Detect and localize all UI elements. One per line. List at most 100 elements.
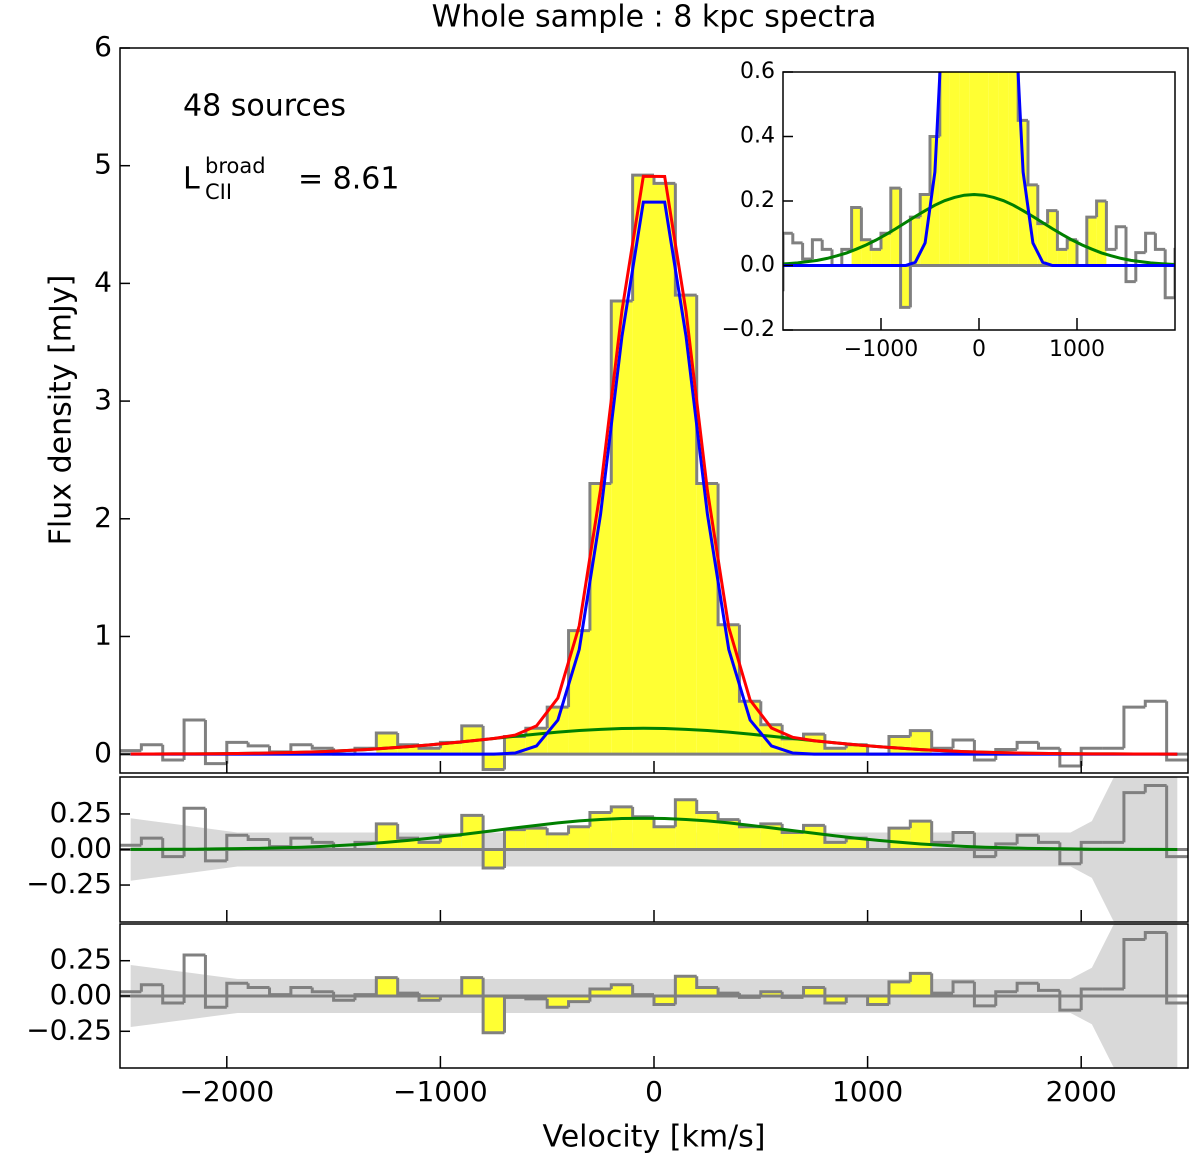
histogram-step — [737, 624, 761, 703]
histogram-step — [1036, 983, 1060, 992]
bar-fill — [760, 823, 783, 850]
bar-fill — [419, 842, 441, 850]
histogram-step — [161, 984, 185, 1005]
histogram-step — [716, 812, 740, 822]
bar-fill — [1047, 210, 1058, 266]
bar-fill — [930, 136, 940, 266]
x-tick-label: −1000 — [393, 1075, 488, 1108]
histogram-step — [1058, 748, 1082, 768]
histogram-step — [994, 747, 1018, 761]
bar-fill — [547, 833, 569, 850]
histogram-step — [396, 732, 420, 747]
plot-area — [783, 72, 1200, 309]
bar-fill — [998, 72, 1009, 266]
y-tick-label: 0 — [94, 736, 112, 769]
histogram-step — [759, 701, 783, 727]
bar-fill — [1067, 239, 1077, 266]
histogram-step — [1085, 215, 1097, 266]
bar-fill — [547, 996, 569, 1008]
bar-fill — [824, 996, 847, 1004]
bar-fill — [760, 991, 783, 996]
histogram-step — [182, 806, 206, 857]
bar-fill — [397, 838, 420, 850]
bar-fill — [1057, 249, 1068, 266]
bar-fill — [959, 72, 970, 266]
histogram-step — [268, 987, 291, 997]
histogram-step — [1015, 740, 1039, 750]
y-tick-label: 2 — [94, 501, 112, 534]
y-tick-label: 0.0 — [740, 253, 775, 278]
bar-fill — [589, 483, 612, 755]
histogram-step — [1122, 938, 1146, 989]
histogram-step — [1079, 987, 1103, 1011]
histogram-step — [1036, 835, 1060, 844]
bar-fill — [419, 996, 441, 1001]
histogram-step — [225, 833, 249, 861]
histogram-step — [994, 990, 1018, 1006]
histogram-step — [203, 955, 227, 1009]
y-tick-label: 0.00 — [50, 978, 112, 1011]
histogram-step — [1095, 199, 1107, 218]
y-tick-label: 0.4 — [740, 124, 775, 149]
bar-fill — [483, 996, 505, 1033]
histogram-step — [1104, 201, 1117, 251]
histogram-step — [908, 729, 932, 737]
bar-fill — [632, 175, 654, 755]
bar-fill — [1028, 184, 1038, 266]
histogram-step — [1144, 231, 1156, 253]
bar-fill — [888, 736, 911, 755]
bar-fill — [589, 812, 612, 850]
x-tick-label: 2000 — [1046, 1075, 1117, 1108]
bar-fill — [675, 799, 697, 850]
histogram-step — [396, 977, 420, 995]
histogram-step — [1122, 791, 1146, 843]
y-tick-label: 6 — [94, 30, 112, 63]
histogram-step — [695, 295, 719, 485]
histogram-step — [899, 188, 911, 309]
bar-fill — [969, 72, 979, 266]
histogram-step — [908, 971, 932, 982]
bar-fill — [979, 72, 989, 266]
x-tick-label: 0 — [972, 337, 986, 362]
histogram-step — [1079, 840, 1103, 864]
bar-fill — [846, 838, 868, 850]
bar-fill — [675, 976, 697, 996]
histogram-step — [1124, 226, 1136, 284]
histogram-step — [1015, 981, 1039, 992]
bar-fill — [739, 826, 761, 850]
histogram-step — [1046, 209, 1058, 224]
histogram-step — [930, 973, 954, 995]
histogram-step — [844, 994, 868, 1004]
model-curve — [783, 193, 1175, 267]
y-tick-label: 1 — [94, 618, 112, 651]
bar-fill — [867, 996, 889, 1005]
histogram-step — [1143, 784, 1167, 793]
histogram-step — [545, 828, 569, 836]
histogram-step — [951, 830, 975, 843]
bar-fill — [376, 732, 398, 755]
histogram-step — [1055, 210, 1068, 251]
y-tick-label: −0.2 — [722, 317, 775, 342]
histogram-step — [1122, 705, 1146, 749]
histogram-step — [930, 821, 954, 844]
bar-fill — [988, 72, 999, 266]
histogram-step — [396, 823, 420, 840]
bar-fill — [910, 217, 921, 266]
y-tick-label: 3 — [94, 383, 112, 416]
bar-fill — [568, 630, 590, 755]
model-curve — [130, 816, 1178, 851]
bar-fill — [654, 996, 676, 1005]
bar-fill — [861, 239, 872, 266]
y-tick-label: 5 — [94, 148, 112, 181]
bar-fill — [881, 233, 891, 266]
histogram-step — [1036, 742, 1060, 750]
x-tick-label: 1000 — [832, 1075, 903, 1108]
bar-fill — [675, 295, 697, 755]
histogram-step — [1195, 137, 1200, 250]
annotation: 48 sources — [183, 89, 346, 124]
x-tick-label: 1000 — [1049, 337, 1105, 362]
histogram-step — [631, 806, 654, 819]
bar-fill — [483, 849, 505, 868]
histogram-step — [289, 743, 313, 752]
